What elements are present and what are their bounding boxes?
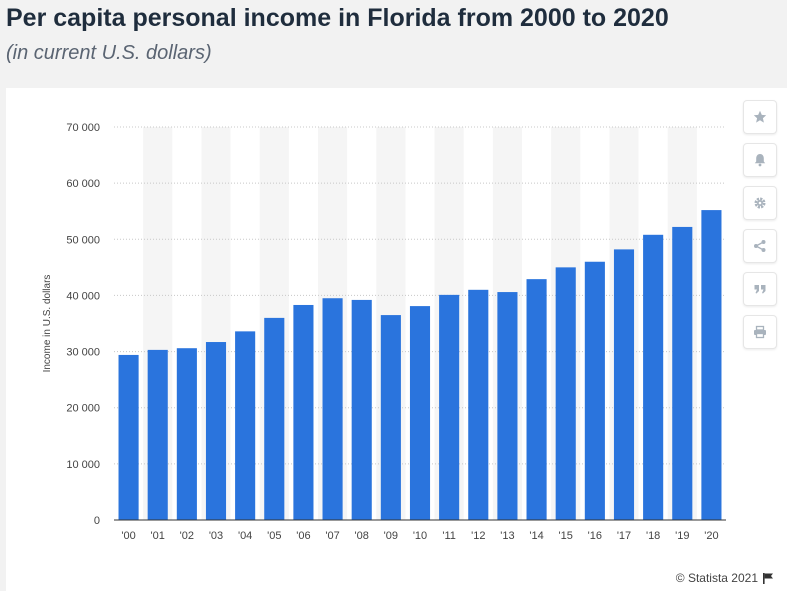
y-tick-label: 20 000: [66, 403, 100, 415]
bar-00: [118, 354, 139, 520]
printer-icon: [754, 325, 766, 339]
bar-16: [584, 261, 605, 520]
y-tick-label: 30 000: [66, 347, 100, 359]
chart-card: 0 10 000 20 000 30 000 40 000 50 000 60 000 70 …: [6, 88, 787, 591]
star-icon: [753, 110, 767, 123]
y-tick-label: 10 000: [66, 459, 100, 471]
bar-20: [701, 210, 722, 520]
bar-11: [439, 294, 460, 520]
y-tick-label: 0: [94, 515, 100, 527]
x-tick-label: '03: [209, 530, 223, 542]
y-tick-label: 50 000: [66, 234, 100, 246]
quote-icon: [754, 285, 766, 294]
x-tick-label: '12: [471, 530, 485, 542]
y-tick-label: 70 000: [66, 122, 100, 134]
bar-01: [147, 349, 168, 520]
gear-icon: [754, 197, 766, 209]
x-tick-label: '19: [675, 530, 689, 542]
flag-icon: [763, 572, 773, 584]
settings-button[interactable]: [743, 186, 777, 220]
bar-10: [409, 306, 431, 520]
x-tick-label: '07: [325, 530, 339, 542]
y-axis-title: Income in U.S. dollars: [42, 275, 53, 373]
bar-14: [526, 279, 547, 520]
bar-15: [555, 267, 576, 520]
x-tick-label: '16: [588, 530, 602, 542]
x-tick-label: '08: [355, 530, 369, 542]
y-tick-label: 60 000: [66, 178, 100, 190]
statista-credit[interactable]: © Statista 2021: [676, 571, 773, 585]
bar-chart: 0 10 000 20 000 30 000 40 000 50 000 60 000 70 …: [42, 122, 726, 542]
bar-04: [235, 331, 256, 520]
bar-07: [322, 298, 343, 520]
chart-title: Per capita personal income in Florida fr…: [6, 4, 669, 32]
bar-06: [293, 304, 314, 520]
x-tick-label: '06: [296, 530, 310, 542]
bar-03: [205, 342, 227, 520]
bell-icon: [754, 154, 766, 167]
chart-subtitle: (in current U.S. dollars): [6, 42, 212, 64]
print-button[interactable]: [743, 315, 777, 349]
notification-button[interactable]: [743, 143, 777, 177]
bar-02: [176, 348, 197, 520]
x-tick-label: '01: [151, 530, 165, 542]
x-tick-label: '09: [384, 530, 398, 542]
x-tick-label: '14: [529, 530, 543, 542]
x-tick-label: '00: [121, 530, 135, 542]
credit-text: © Statista 2021: [675, 571, 758, 585]
bar-13: [497, 292, 518, 520]
x-tick-label: '18: [646, 530, 660, 542]
bar-17: [613, 249, 635, 521]
x-tick-label: '02: [180, 530, 194, 542]
bar-09: [380, 315, 401, 520]
x-tick-label: '10: [413, 530, 427, 542]
bar-08: [351, 299, 372, 520]
cite-button[interactable]: [743, 272, 777, 306]
x-tick-label: '20: [704, 530, 718, 542]
bar-19: [672, 226, 693, 521]
x-tick-label: '11: [442, 530, 456, 542]
share-button[interactable]: [743, 229, 777, 263]
bar-18: [643, 234, 664, 520]
x-tick-label: '04: [238, 530, 252, 542]
favorite-button[interactable]: [743, 100, 777, 134]
x-tick-label: '05: [267, 530, 281, 542]
x-tick-label: '15: [559, 530, 573, 542]
share-icon: [754, 240, 766, 252]
bar-12: [468, 289, 489, 520]
x-tick-label: '17: [617, 530, 631, 542]
y-tick-label: 40 000: [66, 290, 100, 302]
bar-05: [264, 317, 285, 520]
x-tick-label: '13: [500, 530, 514, 542]
